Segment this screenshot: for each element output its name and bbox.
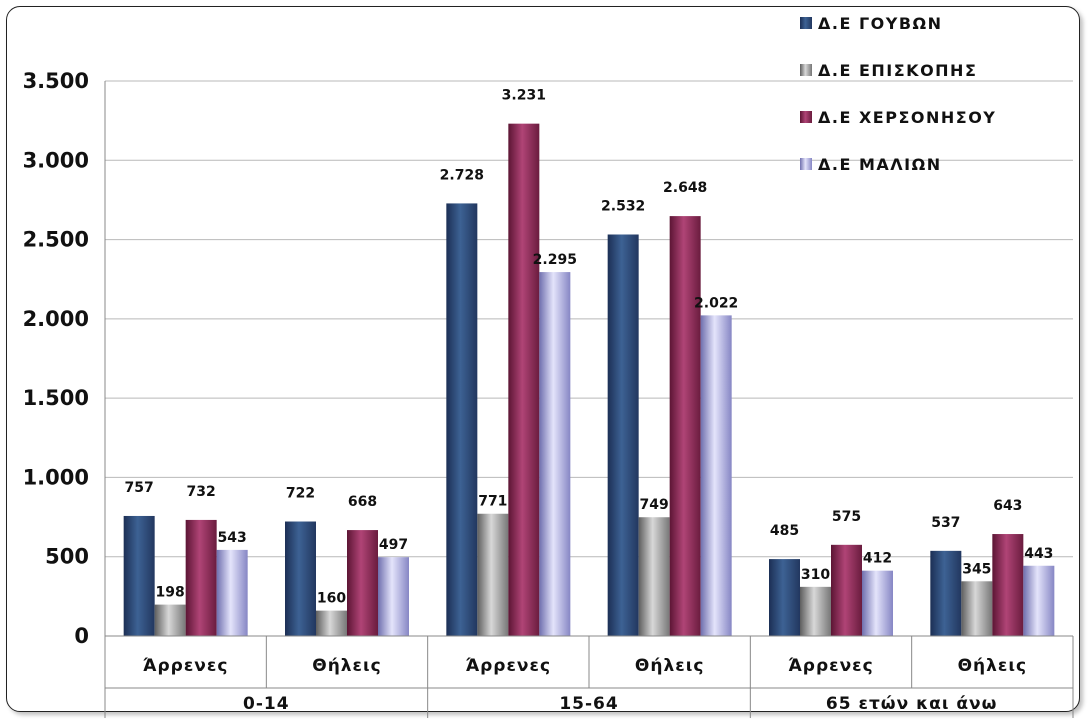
bar [930, 550, 962, 636]
x-category-label: Θήλεις [635, 656, 704, 676]
x-category-label: Θήλεις [958, 656, 1027, 676]
x-category-label: Άρρενες [466, 656, 551, 676]
legend-label: Δ.Ε ΜΑΛΙΩΝ [818, 155, 942, 174]
data-label: 2.728 [440, 167, 484, 183]
bar [862, 570, 893, 636]
data-label: 757 [125, 480, 154, 496]
y-tick-label: 0 [74, 624, 89, 648]
y-tick-label: 500 [45, 545, 89, 569]
data-label: 485 [770, 523, 799, 539]
bar [316, 610, 347, 636]
bar [961, 581, 993, 636]
data-label: 3.231 [502, 88, 546, 104]
legend-swatch [800, 64, 812, 76]
data-labels: 757 198 732 543 722 160 668 497 2.728 771 3.231 2.2… [125, 88, 1054, 607]
bar [800, 586, 831, 636]
axes: 0 500 1.000 1.500 2.000 2.500 3.000 3.500 Άρρενε… [23, 69, 1074, 718]
legend-label: Δ.Ε ΧΕΡΣΟΝΗΣΟΥ [818, 108, 996, 127]
data-label: 771 [478, 494, 507, 510]
bar [831, 544, 862, 636]
legend-swatch [800, 17, 812, 29]
data-label: 643 [993, 498, 1022, 514]
bar [769, 559, 800, 636]
y-tick-label: 2.500 [23, 228, 89, 252]
bars [123, 123, 1055, 637]
bar [669, 216, 701, 637]
x-group-label: 15-64 [559, 694, 618, 714]
bar [539, 272, 571, 636]
data-label: 732 [187, 484, 216, 500]
bar [638, 517, 670, 636]
data-label: 722 [286, 486, 315, 502]
x-category-label: Άρρενες [788, 656, 873, 676]
y-tick-label: 1.000 [23, 465, 89, 489]
data-label: 668 [348, 494, 377, 510]
legend-swatch [800, 111, 812, 123]
data-label: 2.295 [533, 252, 577, 268]
data-label: 412 [863, 551, 892, 567]
x-group-label: 0-14 [243, 694, 290, 714]
bar [1023, 565, 1055, 636]
y-tick-label: 1.500 [23, 386, 89, 410]
bar [378, 557, 409, 636]
legend-label: Δ.Ε ΓΟΥΒΩΝ [818, 14, 943, 33]
data-label: 160 [317, 591, 346, 607]
bar [285, 521, 316, 636]
y-tick-label: 3.500 [23, 69, 89, 93]
bar [123, 515, 155, 636]
bar [477, 513, 509, 636]
data-label: 575 [832, 509, 861, 525]
legend-swatch [800, 158, 812, 170]
data-label: 310 [801, 567, 830, 583]
gridlines [105, 80, 1073, 558]
legend: Δ.Ε ΓΟΥΒΩΝ Δ.Ε ΕΠΙΣΚΟΠΗΣ Δ.Ε ΧΕΡΣΟΝΗΣΟΥ Δ.Ε… [800, 14, 996, 174]
bar [508, 123, 540, 637]
data-label: 2.648 [663, 180, 707, 196]
legend-label: Δ.Ε ΕΠΙΣΚΟΠΗΣ [818, 61, 977, 80]
bar [446, 203, 478, 636]
data-label: 749 [640, 497, 669, 513]
data-label: 497 [379, 537, 408, 553]
data-label: 345 [962, 561, 991, 577]
bar [185, 519, 217, 636]
data-label: 2.532 [601, 198, 645, 214]
bar [347, 530, 378, 636]
data-label: 537 [931, 515, 960, 531]
x-group-label: 65 ετών και άνω [826, 694, 998, 714]
data-label: 2.022 [694, 295, 738, 311]
bar [607, 234, 639, 637]
bar [700, 315, 732, 636]
bar [216, 549, 248, 636]
x-category-label: Άρρενες [143, 656, 228, 676]
bar [992, 534, 1024, 636]
data-label: 443 [1024, 546, 1053, 562]
x-category-label: Θήλεις [312, 656, 381, 676]
bar [154, 604, 186, 636]
y-tick-label: 2.000 [23, 307, 89, 331]
data-label: 198 [156, 585, 185, 601]
y-tick-label: 3.000 [23, 148, 89, 172]
data-label: 543 [218, 530, 247, 546]
